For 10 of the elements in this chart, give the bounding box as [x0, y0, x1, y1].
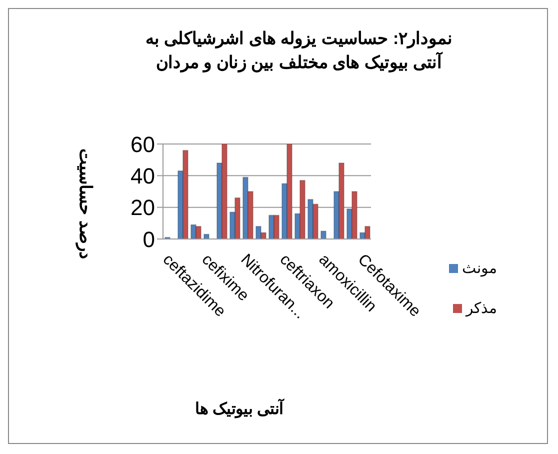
y-tick-label: 20 — [130, 195, 155, 220]
x-axis-title: آنتی بیوتیک ها — [194, 399, 286, 419]
y-tick-label: 0 — [142, 226, 155, 252]
chart-title: نمودار۲: حساسیت یزوله های اشرشیاکلی به آنتی بیوتیک های مختلف بین زنان و مردان — [144, 28, 454, 74]
y-axis-title: درصد حساسیت — [74, 148, 96, 262]
legend-label: مونث — [462, 259, 497, 277]
bar — [320, 230, 326, 239]
y-tick-label: 40 — [130, 163, 155, 188]
legend-label: مذکر — [466, 299, 497, 317]
y-tick-label: 60 — [130, 132, 155, 157]
